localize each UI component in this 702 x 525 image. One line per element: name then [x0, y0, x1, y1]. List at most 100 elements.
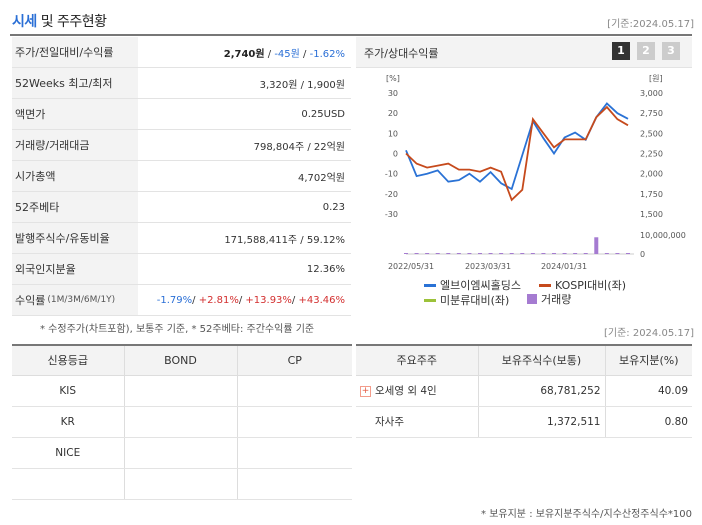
volume-bar	[594, 237, 599, 254]
legend-item-sector[interactable]: 미분류대비(좌)	[424, 292, 509, 308]
volume-bar	[573, 253, 578, 254]
separator: /	[192, 294, 199, 306]
legend-item-volume[interactable]: 거래량	[527, 291, 571, 307]
left-axis-tick-label: 30	[388, 89, 398, 98]
reference-date: [기준:2024.05.17]	[607, 19, 694, 30]
agency-cell: KR	[12, 406, 124, 438]
credit-header-row: 신용등급 BOND CP	[12, 345, 352, 376]
volume-bar	[425, 253, 430, 254]
info-row-52week: 52Weeks 최고/최저 3,320원 / 1,900원	[12, 68, 351, 99]
cp-cell	[236, 437, 352, 469]
volume-bar	[626, 253, 630, 254]
reference-date-2: [기준: 2024.05.17]	[603, 328, 694, 339]
returns-period-label: (1M/3M/6M/1Y)	[47, 295, 116, 305]
left-axis-tick-label: 20	[388, 109, 398, 118]
chart-page-2-button[interactable]: 2	[637, 42, 655, 60]
left-axis-tick-label: 0	[393, 150, 398, 159]
holder-name-cell: 자사주	[356, 406, 478, 438]
info-label: 발행주식수/유동비율	[12, 223, 138, 253]
volume-bar	[541, 253, 546, 254]
volume-bar	[478, 253, 482, 254]
holder-name: 자사주	[375, 416, 404, 428]
info-label: 외국인지분율	[12, 254, 138, 284]
legend-swatch-volume	[527, 294, 537, 304]
info-row-volume: 거래량/거래대금 798,804주 / 22억원	[12, 130, 351, 161]
chart-page-3-button[interactable]: 3	[662, 42, 680, 60]
bond-cell	[123, 375, 237, 407]
return-1m: -1.79%	[156, 294, 193, 306]
info-label: 52주베타	[12, 192, 138, 222]
return-6m: +13.93%	[245, 294, 292, 306]
volume-bar	[604, 253, 609, 254]
left-axis-tick-label: -10	[385, 170, 398, 179]
info-value: -1.79%/ +2.81%/ +13.93%/ +43.46%	[138, 295, 351, 306]
chart-header	[356, 37, 692, 68]
info-row-par-value: 액면가 0.25USD	[12, 99, 351, 130]
agency-cell: NICE	[12, 437, 124, 469]
volume-bar	[488, 253, 493, 254]
return-3m: +2.81%	[198, 294, 239, 306]
holder-name-cell: + 오세영 외 4인	[356, 375, 478, 407]
holder-pct: 0.80	[604, 406, 692, 438]
col-header: CP	[236, 345, 352, 376]
expand-icon[interactable]: +	[360, 385, 371, 397]
left-axis-tick-label: -20	[385, 190, 398, 199]
chart-title: 주가/상대수익률	[364, 47, 439, 60]
col-header: 보유지분(%)	[604, 345, 692, 376]
separator: /	[238, 294, 246, 306]
info-label: 주가/전일대비/수익률	[12, 37, 138, 67]
table-row: KR	[12, 406, 352, 438]
return-1y: +43.46%	[298, 294, 345, 306]
right-axis-tick-label: 2,750	[640, 109, 663, 118]
volume-bar	[615, 253, 620, 254]
holder-shares: 68,781,252	[477, 375, 605, 407]
right-axis-tick-label: 2,000	[640, 170, 663, 179]
x-axis-tick-label: 2023/03/31	[465, 262, 511, 271]
col-header: 보유주식수(보통)	[477, 345, 605, 376]
series-line	[405, 102, 629, 191]
right-axis-tick-label: 2,250	[640, 150, 663, 159]
volume-axis-tick-label: 0	[640, 250, 645, 259]
section-title-rest: 및 주주현황	[36, 14, 107, 30]
info-row-market-cap: 시가총액 4,702억원	[12, 161, 351, 192]
info-row-price: 주가/전일대비/수익률 2,740원 / -45원 / -1.62%	[12, 37, 351, 68]
separator: /	[264, 48, 275, 60]
holder-name[interactable]: 오세영 외 4인	[375, 385, 437, 397]
info-label: 수익률 (1M/3M/6M/1Y)	[12, 285, 138, 315]
info-value: 171,588,411주 / 59.12%	[224, 234, 345, 246]
holder-pct: 40.09	[604, 375, 692, 407]
table-row	[12, 468, 352, 500]
legend-item-company[interactable]: 엘브이엠씨홀딩스	[424, 277, 521, 293]
legend-label: 엘브이엠씨홀딩스	[440, 279, 521, 292]
right-axis-unit: [원]	[649, 74, 663, 83]
table-row: 자사주 1,372,511 0.80	[356, 406, 692, 438]
legend-label: 미분류대비(좌)	[440, 294, 510, 307]
agency-cell	[12, 468, 124, 500]
price-info-table: 주가/전일대비/수익률 2,740원 / -45원 / -1.62% 52Wee…	[12, 37, 351, 316]
volume-bar	[456, 253, 461, 254]
info-value: 2,740원 / -45원 / -1.62%	[138, 45, 351, 60]
info-value: 798,804주 / 22억원	[253, 141, 345, 153]
info-row-beta: 52주베타 0.23	[12, 192, 351, 223]
volume-bar	[414, 253, 419, 254]
info-label: 시가총액	[12, 161, 138, 191]
volume-bar	[404, 253, 408, 254]
price-change-rate: -1.62%	[309, 48, 345, 60]
left-axis-unit: [%]	[386, 74, 400, 83]
legend-item-kospi[interactable]: KOSPI대비(좌)	[539, 277, 626, 293]
holder-shares: 1,372,511	[477, 406, 605, 438]
chart-page-1-button[interactable]: 1	[612, 42, 630, 60]
table-row: + 오세영 외 4인 68,781,252 40.09	[356, 375, 692, 407]
volume-bar	[530, 253, 535, 254]
series-line	[405, 105, 629, 202]
info-value: 12.36%	[306, 263, 345, 275]
volume-axis-tick-label: 10,000,000	[640, 231, 686, 240]
bond-cell	[123, 437, 237, 469]
holders-header-row: 주요주주 보유주식수(보통) 보유지분(%)	[356, 345, 692, 376]
volume-bar	[562, 253, 567, 254]
current-price: 2,740원	[223, 48, 265, 60]
info-row-returns: 수익률 (1M/3M/6M/1Y) -1.79%/ +2.81%/ +13.93%…	[12, 285, 351, 316]
info-label: 52Weeks 최고/최저	[12, 68, 138, 98]
legend-label: 거래량	[541, 293, 572, 306]
left-axis-tick-label: 10	[388, 129, 398, 138]
